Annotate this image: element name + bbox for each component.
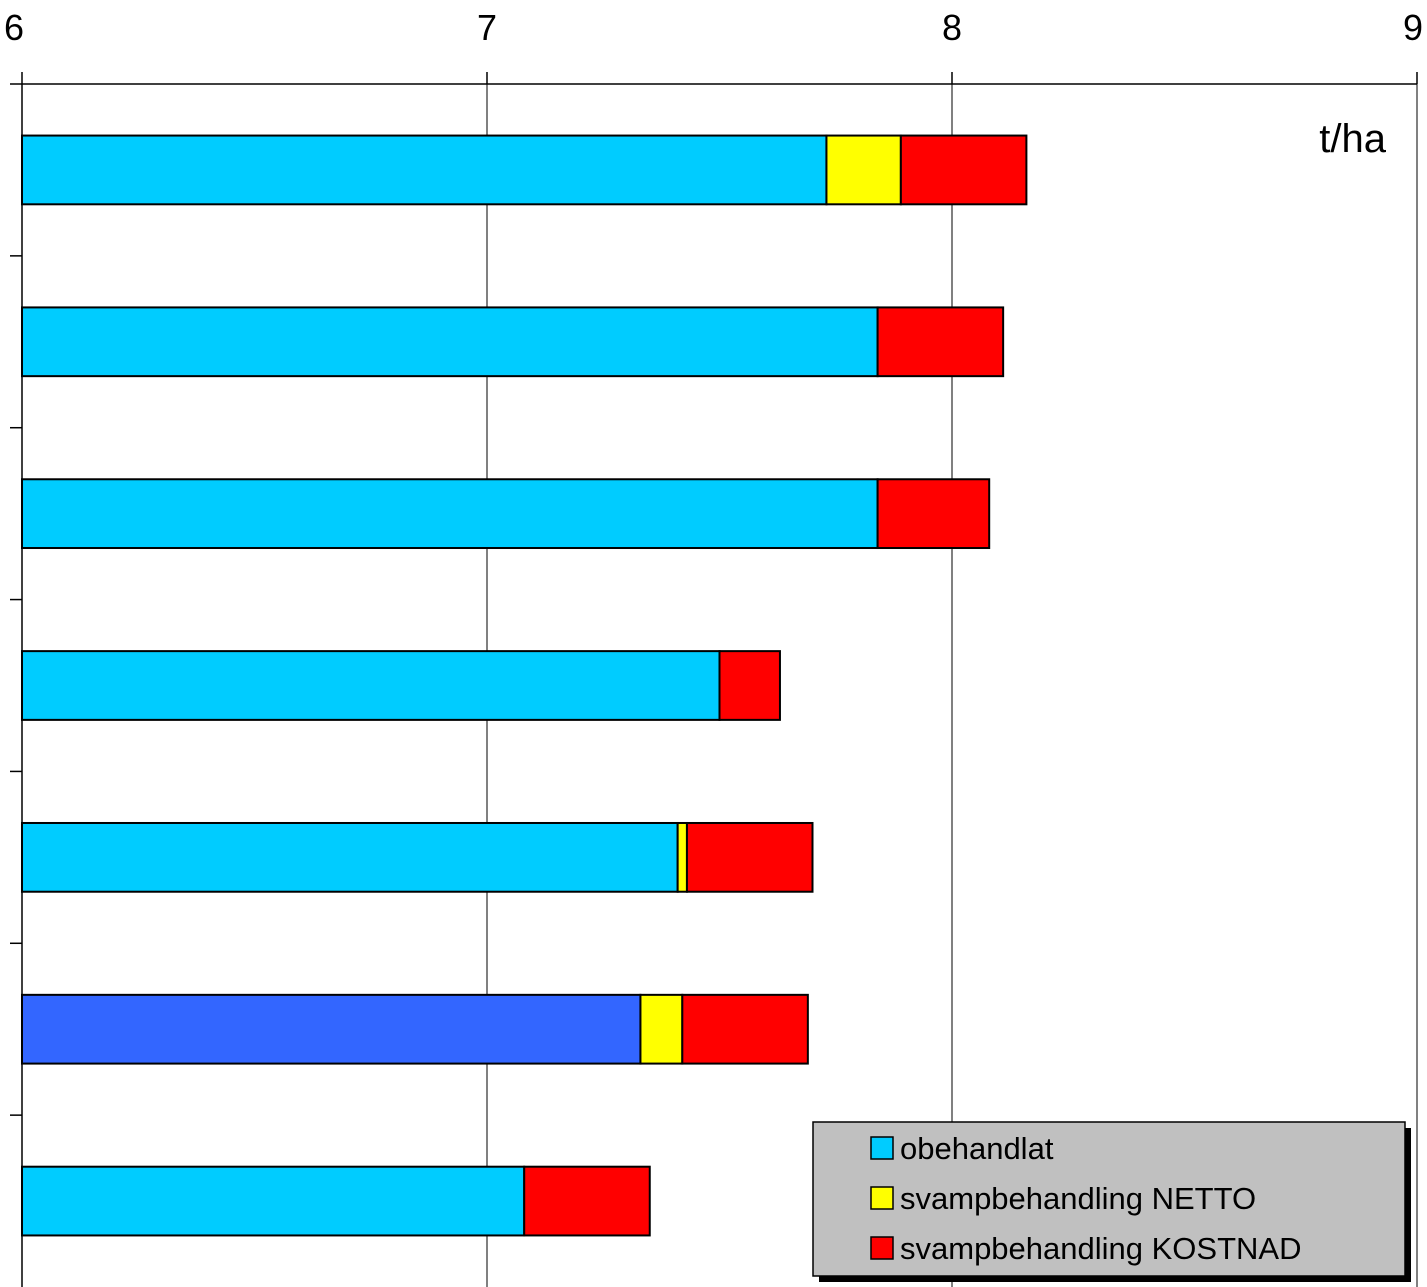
bar-segment-svampbehandling-netto	[676, 821, 688, 893]
bar-segment-svampbehandling-kostnad	[899, 134, 1028, 206]
legend-label: svampbehandling NETTO	[900, 1181, 1256, 1216]
bar-segment-svampbehandling-kostnad	[876, 478, 991, 550]
bar-segment-svampbehandling-kostnad	[876, 306, 1005, 378]
legend-swatch	[870, 1236, 894, 1260]
bar-segment-obehandlat	[21, 134, 828, 206]
legend-items: obehandlat svampbehandling NETTO svampbeha…	[870, 1131, 1301, 1266]
x-tick-label: 9	[1403, 7, 1423, 48]
legend-swatch	[870, 1186, 894, 1210]
bar-segment-obehandlat	[21, 650, 721, 721]
bar-segment-obehandlat	[21, 1165, 526, 1237]
x-tick-label: 7	[477, 7, 497, 48]
bar-segment-obehandlat	[21, 993, 642, 1065]
bar-segment-obehandlat	[21, 306, 879, 378]
bars	[21, 134, 1028, 1237]
legend-box	[812, 1121, 1406, 1277]
bar-segment-svampbehandling-kostnad	[681, 993, 809, 1065]
bar-segment-svampbehandling-netto	[639, 993, 684, 1065]
legend-swatch	[870, 1136, 894, 1160]
bar-segment-svampbehandling-netto	[825, 134, 902, 206]
bar-segment-svampbehandling-kostnad	[523, 1165, 651, 1237]
legend: obehandlat svampbehandling NETTO svampbeha…	[812, 1121, 1411, 1282]
x-tick-label: 8	[942, 7, 962, 48]
x-tick-label: 6	[4, 7, 24, 48]
axes: 6 7 8 9	[4, 7, 1423, 1287]
unit-label: t/ha	[1319, 117, 1386, 161]
legend-label: obehandlat	[900, 1131, 1054, 1166]
bar-segment-svampbehandling-kostnad	[718, 650, 781, 721]
bar-segment-svampbehandling-kostnad	[685, 821, 814, 893]
bar-segment-obehandlat	[21, 821, 679, 893]
bar-segment-obehandlat	[21, 478, 879, 550]
legend-label: svampbehandling KOSTNAD	[900, 1231, 1301, 1266]
